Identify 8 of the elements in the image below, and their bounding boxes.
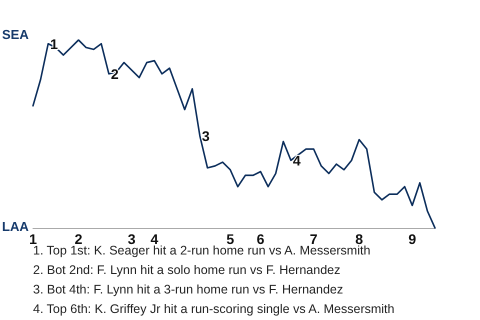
text: 3. Bot 4th: F. Lynn hit a 3-run home run vs F. Hernandez xyxy=(33,282,344,296)
annotation: 4 xyxy=(292,152,301,168)
text: LAA xyxy=(2,219,30,234)
text: SEA xyxy=(2,27,30,42)
text: 2. Bot 2nd: F. Lynn hit a solo home run vs F. Hernandez xyxy=(33,263,340,277)
text: 4. Top 6th: K. Griffey Jr hit a run-scoring single vs A. Messersmith xyxy=(33,302,395,316)
annotation: 3 xyxy=(202,128,210,144)
x-tick-label: 9 xyxy=(408,231,416,247)
